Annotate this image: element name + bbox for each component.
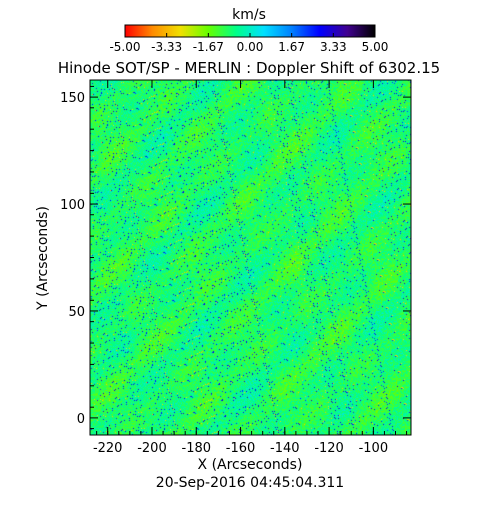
x-tick-label: -180 <box>182 441 212 456</box>
colorbar-tick-label: 3.33 <box>320 40 347 54</box>
y-axis-ticks: 0 50 100 150 <box>60 85 411 430</box>
doppler-map-image <box>90 80 411 435</box>
plot-title: Hinode SOT/SP - MERLIN : Doppler Shift o… <box>58 59 440 77</box>
colorbar-tick-label: 0.00 <box>237 40 264 54</box>
y-axis-label: Y (Arcseconds) <box>35 206 51 311</box>
colorbar-tick-label: -3.33 <box>151 40 182 54</box>
colorbar-tick-label: 5.00 <box>362 40 389 54</box>
colorbar-ticks: -5.00 -3.33 -1.67 0.00 1.67 3.33 5.00 <box>109 33 388 54</box>
y-tick-label: 100 <box>60 198 85 213</box>
y-tick-label: 50 <box>68 305 85 320</box>
colorbar-tick-label: -5.00 <box>109 40 140 54</box>
x-axis-ticks: -220 -200 -180 -160 -140 -120 -100 <box>93 80 408 456</box>
doppler-map-pixels <box>90 80 411 435</box>
y-tick-label: 0 <box>77 412 85 427</box>
x-tick-label: -220 <box>93 441 123 456</box>
x-tick-label: -200 <box>137 441 167 456</box>
x-tick-label: -120 <box>314 441 344 456</box>
x-axis-label: X (Arcseconds) <box>198 457 303 473</box>
colorbar-tick-label: -1.67 <box>193 40 224 54</box>
timestamp: 20-Sep-2016 04:45:04.311 <box>156 475 344 491</box>
colorbar-tick-label: 1.67 <box>278 40 305 54</box>
colorbar-unit-label: km/s <box>232 7 266 23</box>
x-tick-label: -160 <box>226 441 256 456</box>
y-tick-label: 150 <box>60 91 85 106</box>
x-tick-label: -140 <box>270 441 300 456</box>
x-tick-label: -100 <box>359 441 389 456</box>
